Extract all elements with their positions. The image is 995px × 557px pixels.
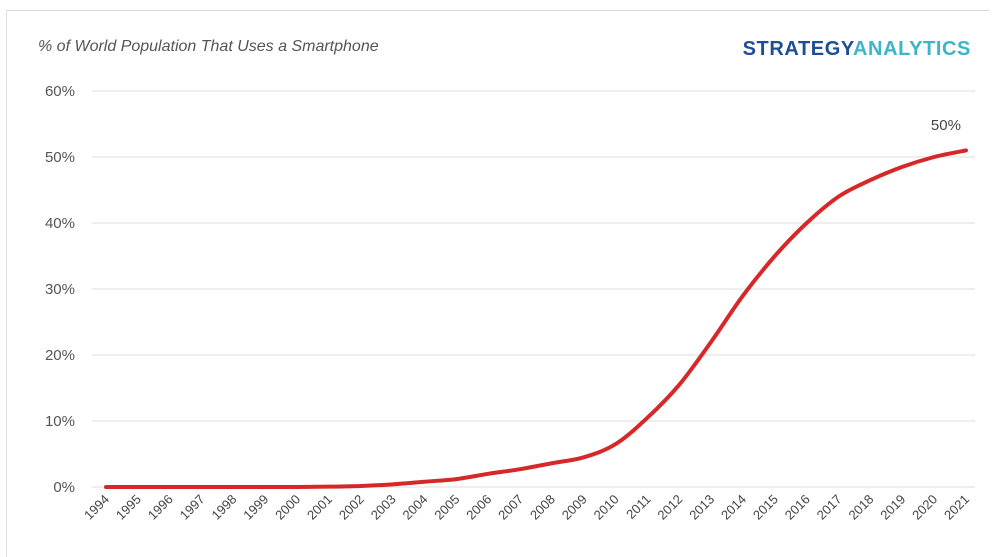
x-tick-label: 2005	[431, 492, 462, 523]
x-tick-label: 2003	[368, 492, 399, 523]
x-tick-label: 2001	[304, 492, 335, 523]
x-tick-label: 1997	[177, 492, 208, 523]
x-tick-label: 1998	[208, 492, 239, 523]
brand-word-strategy: STRATEGY	[742, 38, 853, 60]
x-tick-label: 1999	[240, 492, 271, 523]
x-tick-label: 1994	[81, 492, 112, 523]
top-border	[6, 10, 989, 11]
x-tick-label: 2000	[272, 492, 303, 523]
x-tick-label: 2012	[654, 492, 685, 523]
x-tick-label: 2021	[941, 492, 972, 523]
y-tick-label: 0%	[53, 479, 75, 496]
x-tick-label: 2011	[623, 492, 653, 522]
y-tick-label: 50%	[45, 149, 75, 166]
chart-title: % of World Population That Uses a Smartp…	[38, 38, 379, 55]
x-tick-label: 1996	[145, 492, 176, 523]
x-tick-label: 2009	[559, 492, 590, 523]
x-tick-label: 2020	[909, 492, 940, 523]
data-label-2021: 50%	[931, 117, 961, 134]
x-tick-label: 2017	[814, 492, 845, 523]
x-tick-label: 2002	[336, 492, 367, 523]
x-tick-label: 2015	[750, 492, 781, 523]
x-tick-label: 2008	[527, 492, 558, 523]
x-tick-label: 2006	[463, 492, 494, 523]
x-tick-label: 2019	[877, 492, 908, 523]
x-tick-label: 2016	[782, 492, 813, 523]
x-tick-label: 2004	[400, 492, 431, 523]
y-tick-label: 10%	[45, 413, 75, 430]
series-line	[104, 148, 968, 490]
x-tick-label: 2013	[686, 492, 717, 523]
x-tick-label: 2018	[845, 492, 876, 523]
y-tick-label: 30%	[45, 281, 75, 298]
x-tick-label: 2010	[591, 492, 622, 523]
brand-logo: STRATEGYANALYTICS	[743, 38, 971, 61]
x-tick-label: 2014	[718, 492, 749, 523]
y-tick-label: 60%	[45, 83, 75, 100]
left-border	[6, 10, 7, 557]
x-tick-label: 1995	[113, 492, 144, 523]
brand-word-analytics: ANALYTICS	[852, 38, 971, 60]
y-tick-label: 40%	[45, 215, 75, 232]
x-tick-label: 2007	[495, 492, 526, 523]
y-tick-label: 20%	[45, 347, 75, 364]
